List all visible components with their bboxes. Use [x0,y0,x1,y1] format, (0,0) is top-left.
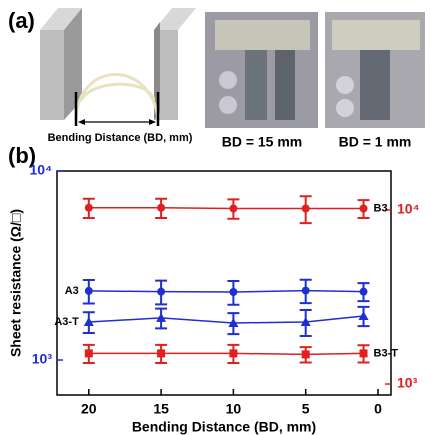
x-tick-label: 10 [226,401,242,417]
series-line [89,316,364,323]
marker [302,204,310,212]
panel-label: (a) [8,8,35,33]
marker [229,288,237,296]
x-tick-label: 5 [302,401,310,417]
series-label: A3-T [54,316,79,328]
marker [157,288,165,296]
y2-tick-label: 10⁴ [397,201,420,217]
marker [360,349,368,357]
series-label: B3-T [374,347,399,359]
photo [325,12,425,128]
marker [85,349,93,357]
x-tick-label: 20 [81,401,97,417]
bending-diagram [40,8,196,126]
marker [302,350,310,358]
x-tick-label: 0 [374,401,382,417]
y-tick-label: 10⁴ [30,162,53,178]
diagram-caption: Bending Distance (BD, mm) [48,132,193,144]
y-tick-label: 10³ [32,351,53,367]
marker [359,311,369,320]
series-line [89,208,364,209]
photo-caption: BD = 15 mm [222,134,303,150]
marker [85,287,93,295]
series-line [89,353,364,354]
marker [360,288,368,296]
series-label: A3 [65,285,79,297]
marker [157,349,165,357]
y-axis-label: Sheet resistance (Ω/□) [8,209,24,357]
x-axis-label: Bending Distance (BD, mm) [132,419,316,435]
marker [229,349,237,357]
x-tick-label: 15 [153,401,169,417]
series-line [89,291,364,292]
marker [157,204,165,212]
series-label: B3 [374,202,388,214]
plot-frame [57,171,391,395]
y2-tick-label: 10³ [397,375,418,391]
marker [302,287,310,295]
marker [85,204,93,212]
marker [360,204,368,212]
photo-caption: BD = 1 mm [339,134,412,150]
photo [205,12,318,128]
marker [229,204,237,212]
figure: (a) Bending Distance (BD, mm) BD = 15 mm… [0,0,431,435]
